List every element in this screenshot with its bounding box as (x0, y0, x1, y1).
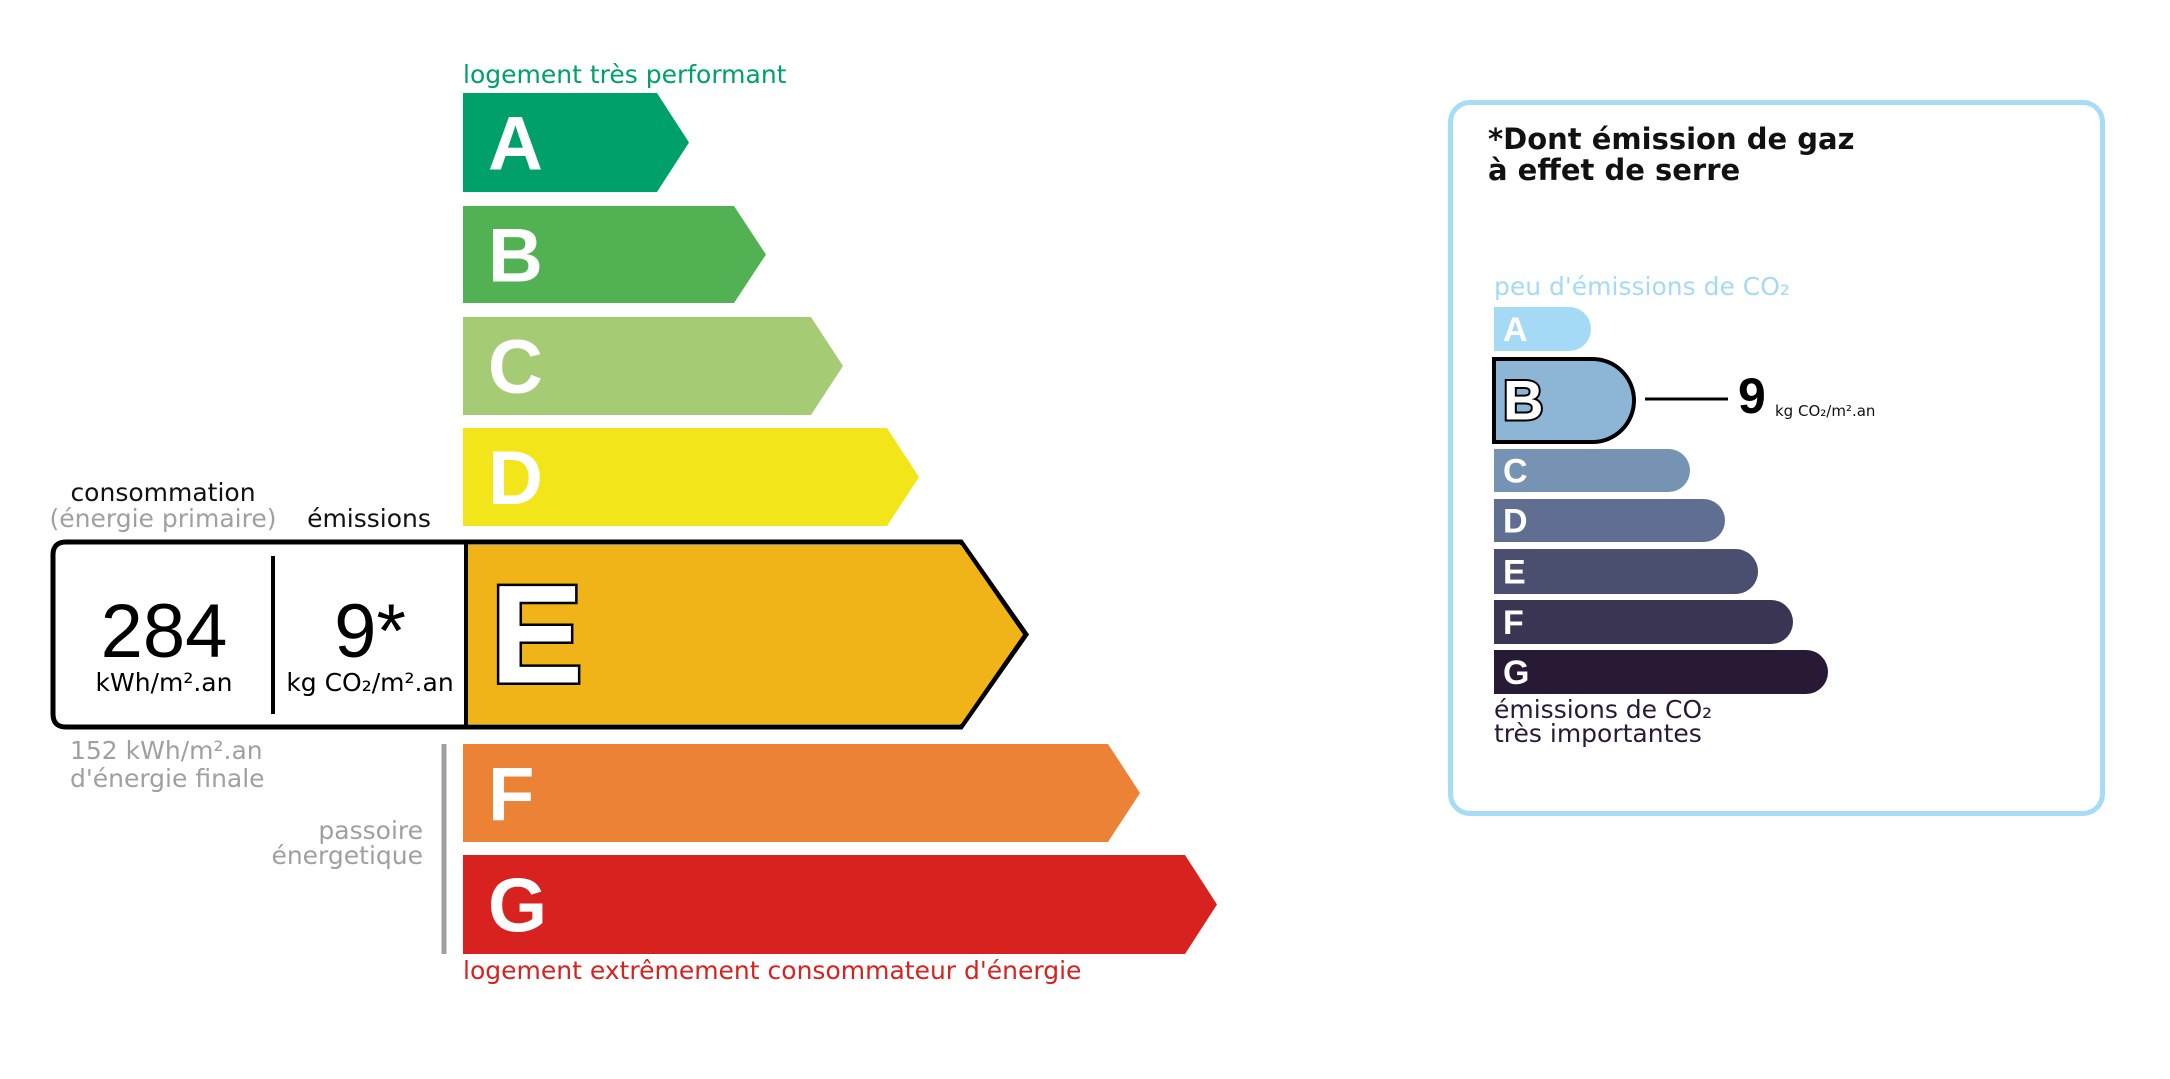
energy-class-e: E (50, 539, 1030, 730)
consumption-label: consommation (70, 478, 256, 507)
ges-bar (1494, 499, 1725, 542)
emissions-unit: kg CO₂/m².an (286, 668, 454, 697)
energy-letter: E (490, 556, 583, 713)
ges-title-line1: *Dont émission de gaz (1488, 122, 1855, 156)
energy-class-c: C (463, 317, 843, 415)
ges-title: *Dont émission de gaz à effet de serre (1488, 124, 1854, 186)
energy-letter: A (488, 102, 543, 187)
ges-class-g: G (1494, 650, 1828, 694)
energy-letter: C (488, 325, 543, 410)
top-label-energy: logement très performant (463, 60, 787, 89)
energy-class-f: F (463, 744, 1140, 842)
energy-letter: B (488, 214, 543, 299)
consumption-sublabel: (énergie primaire) (49, 504, 277, 533)
energy-bar (466, 545, 1023, 724)
emissions-value: 9* (334, 589, 406, 674)
ges-title-line2: à effet de serre (1488, 153, 1741, 187)
energy-bar (463, 93, 689, 192)
energy-bar (463, 855, 1217, 954)
passoire-line2: énergetique (271, 841, 423, 870)
energy-class-d: D (463, 428, 919, 526)
ges-bar (1494, 600, 1793, 644)
final-energy-line1: 152 kWh/m².an (70, 736, 263, 765)
energy-class-g: G (463, 855, 1217, 954)
energy-bar (463, 744, 1140, 842)
energy-bar (463, 206, 766, 303)
final-energy-line2: d'énergie finale (70, 764, 265, 793)
ges-letter: A (1503, 311, 1528, 349)
ges-letter: D (1503, 503, 1528, 541)
energy-bar (463, 428, 919, 526)
ges-class-c: C (1494, 449, 1690, 492)
ges-class-e: E (1494, 549, 1759, 594)
energy-letter: D (488, 436, 543, 521)
ges-bar (1494, 549, 1759, 594)
ges-class-a: A (1494, 307, 1591, 351)
ges-letter: B (1503, 369, 1543, 432)
ges-unit: kg CO₂/m².an (1775, 402, 1876, 420)
energy-letter: G (488, 864, 547, 949)
consumption-value: 284 (100, 589, 228, 674)
energy-class-a: A (463, 93, 689, 192)
ges-panel (1448, 100, 2105, 816)
ges-letter: G (1503, 654, 1529, 692)
ges-bar (1494, 307, 1591, 351)
ges-class-f: F (1494, 600, 1793, 644)
energy-class-b: B (463, 206, 766, 303)
bottom-label-energy: logement extrêmement consommateur d'éner… (463, 956, 1082, 985)
ges-letter: F (1503, 604, 1524, 642)
ges-letter: C (1503, 453, 1528, 491)
ges-bar (1492, 357, 1636, 444)
ges-bar (1494, 449, 1690, 492)
ges-top-label: peu d'émissions de CO₂ (1494, 272, 1790, 301)
ges-bar (1494, 650, 1828, 694)
energy-letter: F (488, 752, 534, 837)
emissions-label: émissions (307, 504, 431, 533)
consumption-unit: kWh/m².an (95, 668, 233, 697)
ges-letter: E (1503, 554, 1526, 592)
passoire-line1: passoire (318, 816, 423, 845)
ges-class-d: D (1494, 499, 1725, 542)
ges-value: 9 (1738, 368, 1766, 424)
ges-class-b: B (1492, 357, 1636, 444)
ges-bottom-label-line1: émissions de CO₂ (1494, 695, 1713, 724)
ges-bottom-label-line2: très importantes (1494, 719, 1702, 748)
energy-bar (463, 317, 843, 415)
